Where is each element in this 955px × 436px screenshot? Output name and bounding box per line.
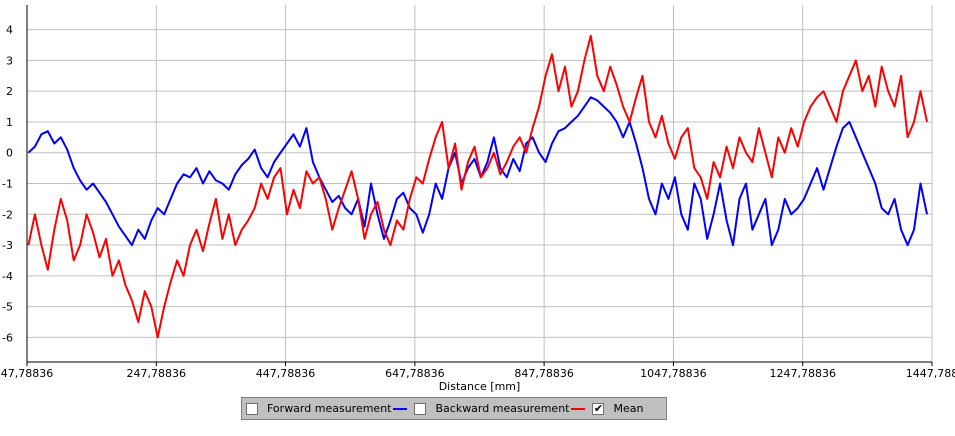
- y-tick-label: -2: [2, 208, 13, 221]
- mean-checkbox[interactable]: ✔: [592, 401, 605, 415]
- legend-bar: Forward measurement Backward measurement…: [241, 397, 667, 420]
- forward-color-swatch: [393, 407, 408, 410]
- y-tick-label: -5: [2, 301, 13, 314]
- y-tick-label: -6: [2, 331, 13, 344]
- backward-checkbox[interactable]: [414, 402, 427, 415]
- x-tick-label: 47,78836: [1, 367, 54, 380]
- legend-item-mean[interactable]: ✔ Mean: [592, 402, 643, 415]
- backward-color-swatch: [571, 407, 586, 410]
- y-tick-label: 3: [6, 54, 13, 67]
- x-tick-label: 1047,78836: [640, 367, 706, 380]
- forward-measurement-line: [27, 96, 928, 247]
- x-tick-label: 1447,788: [906, 367, 955, 380]
- y-tick-label: -4: [2, 270, 13, 283]
- mean-label: Mean: [613, 402, 644, 415]
- x-tick-label: 1247,78836: [769, 367, 835, 380]
- backward-measurement-line: [27, 34, 928, 339]
- backward-label: Backward measurement: [435, 402, 570, 415]
- y-tick-label: 2: [6, 85, 13, 98]
- y-tick-label: 1: [6, 116, 13, 129]
- legend-item-backward[interactable]: Backward measurement: [414, 402, 588, 415]
- x-tick-label: 647,78836: [385, 367, 445, 380]
- forward-checkbox[interactable]: [246, 402, 258, 415]
- y-tick-label: -1: [2, 178, 13, 191]
- forward-label: Forward measurement: [267, 402, 392, 415]
- x-tick-label: 847,78836: [514, 367, 574, 380]
- x-tick-label: 247,78836: [127, 367, 187, 380]
- x-tick-label: 447,78836: [256, 367, 316, 380]
- legend-item-forward[interactable]: Forward measurement: [246, 402, 410, 415]
- y-tick-label: 4: [6, 24, 13, 37]
- x-axis-label: Distance [mm]: [439, 380, 521, 393]
- y-tick-label: -3: [2, 239, 13, 252]
- y-tick-label: 0: [6, 147, 13, 160]
